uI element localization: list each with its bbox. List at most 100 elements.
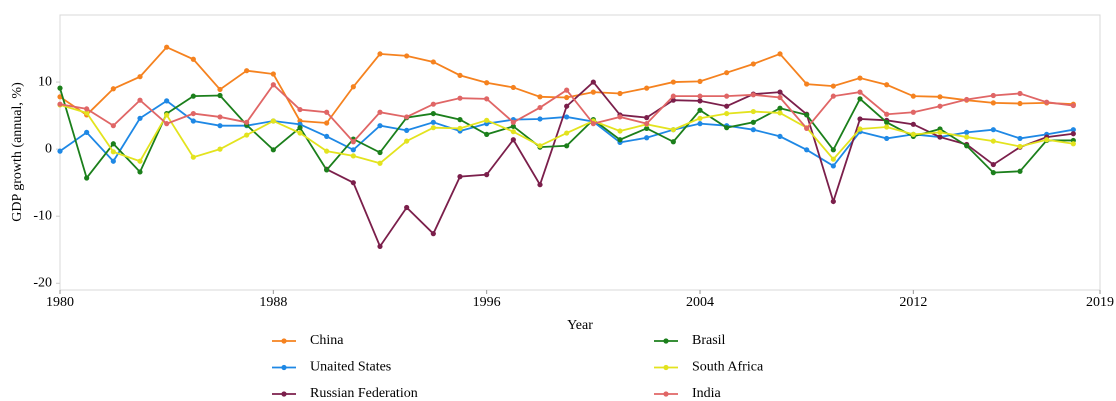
data-point <box>724 110 730 117</box>
data-point <box>297 106 303 113</box>
data-point <box>110 149 116 155</box>
data-point <box>84 175 90 181</box>
data-point <box>164 121 170 127</box>
data-point <box>564 114 570 120</box>
data-point <box>804 112 810 118</box>
data-point <box>1070 131 1076 137</box>
data-point <box>1070 127 1076 133</box>
data-point <box>884 82 890 88</box>
data-point <box>884 135 890 142</box>
data-point <box>724 103 730 109</box>
data-point <box>137 97 143 103</box>
data-point <box>937 103 943 109</box>
data-point <box>617 137 623 143</box>
data-point <box>244 132 250 138</box>
legend-label: Russian Federation <box>310 386 418 401</box>
data-point <box>190 118 196 124</box>
data-point <box>377 243 383 250</box>
data-point <box>270 71 276 77</box>
data-point <box>270 118 276 124</box>
data-point <box>644 85 650 91</box>
data-point <box>697 93 703 99</box>
data-point <box>110 123 116 129</box>
data-point <box>430 59 436 65</box>
x-tick-label: 2019 <box>1086 295 1114 310</box>
data-point <box>377 123 383 129</box>
data-point <box>537 143 543 149</box>
x-tick-label: 1988 <box>259 295 287 310</box>
data-point <box>910 93 916 99</box>
data-point <box>910 109 916 115</box>
data-point <box>350 84 356 90</box>
data-point <box>884 111 890 117</box>
y-tick-label: 10 <box>38 74 52 89</box>
data-point <box>270 147 276 153</box>
data-point <box>57 85 63 91</box>
data-point <box>830 156 836 162</box>
data-point <box>697 107 703 113</box>
data-point <box>990 138 996 144</box>
data-point <box>670 139 676 145</box>
data-point <box>937 94 943 100</box>
data-point <box>777 105 783 111</box>
data-point <box>564 143 570 149</box>
data-point <box>430 231 436 237</box>
data-point <box>484 131 490 137</box>
data-point <box>670 127 676 133</box>
data-point <box>750 61 756 67</box>
data-point <box>430 101 436 107</box>
data-point <box>377 149 383 156</box>
data-point <box>564 94 570 101</box>
data-point <box>1044 137 1050 143</box>
data-point <box>377 109 383 115</box>
data-point <box>1017 168 1023 174</box>
data-point <box>217 92 223 99</box>
data-point <box>190 56 196 62</box>
data-point <box>1017 135 1023 142</box>
data-point <box>164 98 170 104</box>
data-point <box>964 134 970 140</box>
data-point <box>457 95 463 101</box>
data-point <box>164 44 170 50</box>
data-point <box>164 112 170 118</box>
data-point <box>1017 143 1023 150</box>
data-point <box>617 128 623 134</box>
data-point <box>777 89 783 95</box>
data-point <box>350 153 356 159</box>
data-point <box>404 127 410 133</box>
y-tick-label: -10 <box>33 208 52 223</box>
data-point <box>590 89 596 95</box>
legend-marker <box>663 364 669 371</box>
data-point <box>217 86 223 93</box>
legend-label: Unaited States <box>310 360 391 375</box>
data-point <box>1070 102 1076 109</box>
data-point <box>110 141 116 147</box>
data-point <box>510 119 516 125</box>
legend-marker <box>663 338 669 344</box>
data-point <box>324 148 330 154</box>
data-point <box>510 137 516 143</box>
data-point <box>857 89 863 95</box>
x-axis-label: Year <box>567 318 593 333</box>
data-point <box>724 70 730 76</box>
data-point <box>430 110 436 117</box>
data-point <box>884 124 890 130</box>
data-point <box>110 158 116 164</box>
data-point <box>670 79 676 85</box>
data-point <box>617 114 623 120</box>
data-point <box>830 147 836 153</box>
data-point <box>57 101 63 107</box>
data-point <box>990 100 996 106</box>
data-point <box>1070 141 1076 147</box>
x-tick-label: 1980 <box>46 295 74 310</box>
plot-frame <box>59 14 1101 291</box>
data-point <box>537 94 543 100</box>
data-point <box>830 163 836 169</box>
data-point <box>457 117 463 123</box>
data-point <box>884 119 890 125</box>
data-point <box>137 74 143 80</box>
data-point <box>910 131 916 137</box>
data-point <box>297 130 303 136</box>
legend-label: South Africa <box>692 360 764 375</box>
